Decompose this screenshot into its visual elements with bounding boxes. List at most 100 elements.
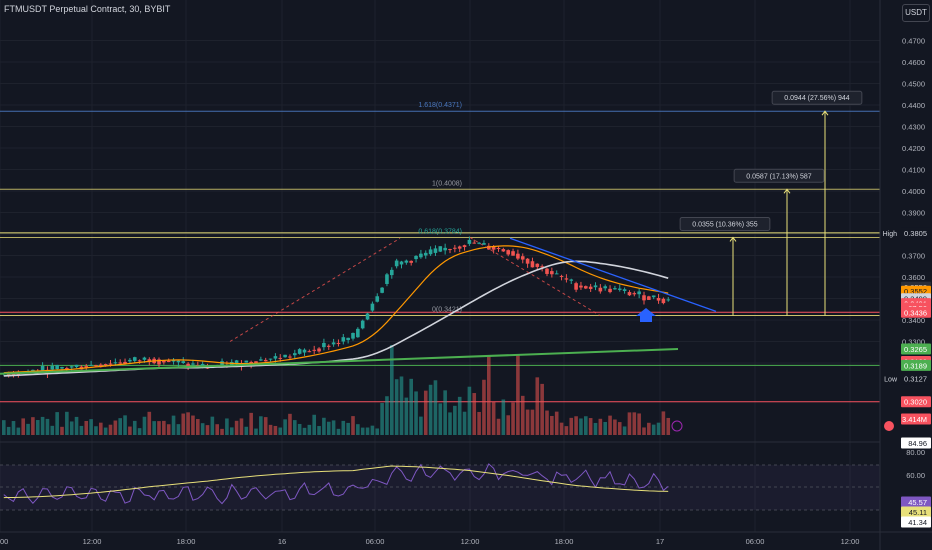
chart-title: FTMUSDT Perpetual Contract, 30, BYBIT [4,4,171,14]
volume-bar [467,386,472,435]
volume-bar [642,427,646,435]
candle [579,285,583,288]
candle [69,366,74,368]
volume-bar [89,419,93,435]
price-label-value: 0.3805 [904,229,927,238]
volume-bar [487,355,491,435]
volume-bar [540,383,544,435]
volume-bar [438,403,443,435]
candle [370,303,375,311]
volume-bar [472,393,477,435]
time-tick: 17 [656,537,664,546]
volume-bar [103,427,108,435]
volume-bar [113,420,118,435]
volume-bar [2,420,6,435]
arrow-head [783,188,791,194]
target-label-box [679,216,771,231]
arrow-head [729,236,737,242]
volume-bar [220,428,224,435]
candle [322,342,326,348]
volume-bar [26,423,30,435]
candle [506,250,510,255]
volume-bar [462,411,467,435]
volume-bar [147,411,152,435]
volume-bar [152,421,156,435]
time-tick: 18:00 [177,537,196,546]
candle [166,360,171,363]
candle [457,246,462,249]
candle [472,242,477,244]
volume-bar [423,390,428,435]
volume-bar [564,426,569,435]
price-label-box [901,306,931,318]
candle [448,249,452,251]
candle [293,353,297,356]
candle [496,247,501,249]
volume-bar [370,425,375,435]
volume-bar [433,380,438,435]
target-label: 0.0355 (10.36%) 355 [692,221,757,228]
ma-white-line [3,260,669,377]
candle [259,359,263,361]
rsi-line [3,463,669,505]
volume-bar [137,428,142,435]
volume-bar [545,410,549,435]
candle [545,268,549,274]
candle [302,349,307,353]
ma-green-line [0,348,679,375]
candle [404,260,409,263]
volume-bar [128,426,132,435]
candle [584,286,588,289]
volume-bar [399,376,404,435]
price-label-value: 0.3552 [904,287,927,296]
candle [428,249,433,255]
volume-bar [326,421,331,435]
candle [137,360,142,362]
volume-bar [404,397,409,435]
candle [608,288,612,293]
volume-bar [525,409,530,435]
volume-bar [579,418,583,435]
price-tick: 0.3600 [902,273,925,282]
target-label-box [733,168,825,183]
flag-icon [884,421,894,431]
volume-bar [632,412,637,435]
volume-bar [142,416,147,435]
time-tick: 06:00 [746,537,765,546]
candle [375,296,380,302]
volume-bar [181,413,186,435]
volume-bar [365,427,370,435]
price-tick: 0.4600 [902,58,925,67]
rsi-label-value: 84.96 [908,439,927,448]
volume-bar [360,427,365,435]
rsi-label-box [901,437,931,449]
price-label-tag: High [883,231,898,238]
volume-bar [94,426,98,435]
price-label-value: 0.3436 [904,308,927,317]
candle [642,295,646,301]
volume-bar [448,412,452,435]
fib-label: 0(0.3421) [432,306,462,313]
volume-bar [162,420,166,435]
volume-bar [50,425,55,435]
swing-dashes [229,237,601,342]
time-tick: 12:00 [841,537,860,546]
candle [535,263,540,267]
candle [380,287,384,293]
candle [593,285,598,288]
candle [263,359,268,362]
price-label-box [901,396,931,408]
candle [511,251,515,256]
price-label-value: 0.3020 [904,398,927,407]
candle [433,248,438,253]
price-tick: 0.3400 [902,316,925,325]
candle [520,256,525,260]
candle [632,293,637,295]
candle [477,242,481,244]
currency-button[interactable]: USDT [902,4,930,22]
volume-bar [637,413,641,435]
volume-bar [65,411,69,435]
candle [307,351,312,353]
volume-bar [307,424,312,435]
